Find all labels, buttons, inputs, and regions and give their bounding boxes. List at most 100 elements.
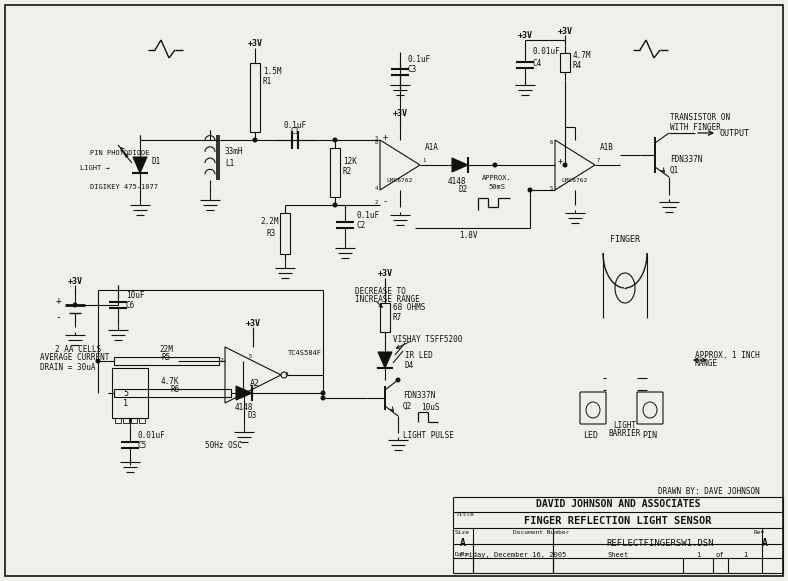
Bar — [280, 213, 290, 254]
Bar — [560, 53, 570, 72]
Text: REFLECTFINGERSW1.DSN: REFLECTFINGERSW1.DSN — [606, 539, 714, 547]
Circle shape — [96, 359, 100, 363]
Text: Rev: Rev — [754, 529, 765, 535]
Text: C3: C3 — [408, 66, 418, 74]
Text: 1: 1 — [696, 552, 700, 558]
Text: OUTPUT: OUTPUT — [720, 128, 750, 138]
Text: -: - — [558, 182, 563, 192]
Text: 0.1uF: 0.1uF — [284, 120, 307, 130]
Text: 0.1uF: 0.1uF — [357, 211, 380, 221]
Text: DRAWN BY: DAVE JOHNSON: DRAWN BY: DAVE JOHNSON — [658, 486, 760, 496]
Text: C1: C1 — [290, 127, 299, 137]
Text: +3V: +3V — [247, 40, 262, 48]
Text: C5: C5 — [138, 442, 147, 450]
Text: APPROX. 1 INCH: APPROX. 1 INCH — [695, 350, 760, 360]
Text: Q1: Q1 — [670, 166, 679, 174]
Circle shape — [396, 378, 400, 382]
Text: IR LED: IR LED — [405, 352, 433, 360]
Text: LMC6762: LMC6762 — [387, 178, 413, 182]
Bar — [112, 368, 148, 418]
Polygon shape — [133, 157, 147, 173]
Circle shape — [322, 396, 325, 400]
Text: 1: 1 — [124, 399, 128, 407]
Text: LED: LED — [583, 431, 599, 439]
Text: L1: L1 — [225, 159, 234, 167]
Text: A: A — [460, 538, 466, 548]
Circle shape — [253, 138, 257, 142]
Text: +3V: +3V — [377, 270, 392, 278]
Text: +: + — [558, 157, 563, 167]
Text: D2: D2 — [459, 185, 467, 195]
Text: 2 AA CELLS: 2 AA CELLS — [55, 346, 101, 354]
Text: DAVID JOHNSON AND ASSOCIATES: DAVID JOHNSON AND ASSOCIATES — [536, 499, 701, 509]
Text: +: + — [55, 296, 61, 306]
Text: PIN PHOTODIODE: PIN PHOTODIODE — [90, 150, 150, 156]
Text: Q2: Q2 — [403, 401, 412, 411]
Text: +3V: +3V — [557, 27, 573, 35]
Text: C4: C4 — [533, 59, 542, 67]
Bar — [114, 357, 219, 365]
Text: +3V: +3V — [246, 318, 261, 328]
Text: 10uF: 10uF — [126, 290, 144, 299]
Text: DIGIKEY 475-1077: DIGIKEY 475-1077 — [90, 184, 158, 190]
Text: LIGHT: LIGHT — [613, 421, 637, 429]
Text: 4: 4 — [285, 372, 288, 378]
Text: 22M: 22M — [159, 346, 173, 354]
Text: A1B: A1B — [600, 142, 614, 152]
Text: BARRIER: BARRIER — [609, 429, 641, 437]
Text: Friday, December 16, 2005: Friday, December 16, 2005 — [460, 552, 566, 558]
Text: R1: R1 — [263, 77, 272, 87]
Text: A2: A2 — [250, 378, 260, 388]
Text: DECREASE TO: DECREASE TO — [355, 288, 406, 296]
Circle shape — [333, 203, 336, 207]
Bar — [330, 148, 340, 197]
Text: R6: R6 — [170, 386, 180, 394]
Text: APPROX.: APPROX. — [482, 175, 512, 181]
Text: 4: 4 — [375, 185, 378, 191]
Text: R3: R3 — [267, 228, 277, 238]
Bar — [139, 418, 145, 423]
Text: FINGER: FINGER — [610, 235, 640, 245]
Text: C2: C2 — [357, 221, 366, 231]
Text: 4148: 4148 — [235, 403, 253, 411]
Text: 0.1uF: 0.1uF — [408, 56, 431, 64]
Text: -: - — [383, 198, 388, 206]
Text: +3V: +3V — [518, 31, 533, 41]
Text: 3: 3 — [375, 135, 378, 141]
Bar — [250, 63, 260, 132]
Text: DRAIN = 30uA: DRAIN = 30uA — [40, 364, 95, 372]
Text: 5: 5 — [124, 389, 128, 397]
Text: +3V: +3V — [392, 109, 407, 119]
Bar — [115, 418, 121, 423]
Text: 6: 6 — [550, 139, 553, 145]
Text: 50Hz OSC: 50Hz OSC — [206, 440, 243, 450]
Text: 7: 7 — [597, 157, 600, 163]
Text: LMC6762: LMC6762 — [562, 178, 588, 182]
Text: -: - — [55, 312, 61, 322]
Text: 2: 2 — [219, 358, 223, 364]
Text: 0.01uF: 0.01uF — [533, 48, 561, 56]
Text: AVERAGE CURRENT: AVERAGE CURRENT — [40, 353, 110, 363]
Text: of: of — [716, 552, 724, 558]
Text: 8: 8 — [375, 139, 378, 145]
Text: +: + — [383, 132, 388, 142]
Text: 2: 2 — [375, 200, 378, 206]
Text: FINGER REFLECTION LIGHT SENSOR: FINGER REFLECTION LIGHT SENSOR — [524, 516, 712, 526]
Text: D1: D1 — [152, 157, 162, 167]
Polygon shape — [236, 386, 252, 400]
Text: R7: R7 — [393, 314, 402, 322]
Text: 50mS: 50mS — [489, 184, 505, 190]
Polygon shape — [452, 158, 468, 172]
Polygon shape — [378, 352, 392, 368]
Circle shape — [322, 391, 325, 395]
Text: 4.7M: 4.7M — [573, 51, 592, 59]
Circle shape — [333, 138, 336, 142]
Text: D4: D4 — [405, 360, 414, 370]
Text: TC4S584F: TC4S584F — [288, 350, 322, 356]
Circle shape — [241, 391, 245, 395]
Text: LIGHT PULSE: LIGHT PULSE — [403, 431, 453, 439]
Text: FDN337N: FDN337N — [670, 156, 702, 164]
Text: 4148: 4148 — [448, 177, 466, 185]
Text: 68 OHMS: 68 OHMS — [393, 303, 426, 313]
Text: Date: Date — [455, 553, 470, 558]
